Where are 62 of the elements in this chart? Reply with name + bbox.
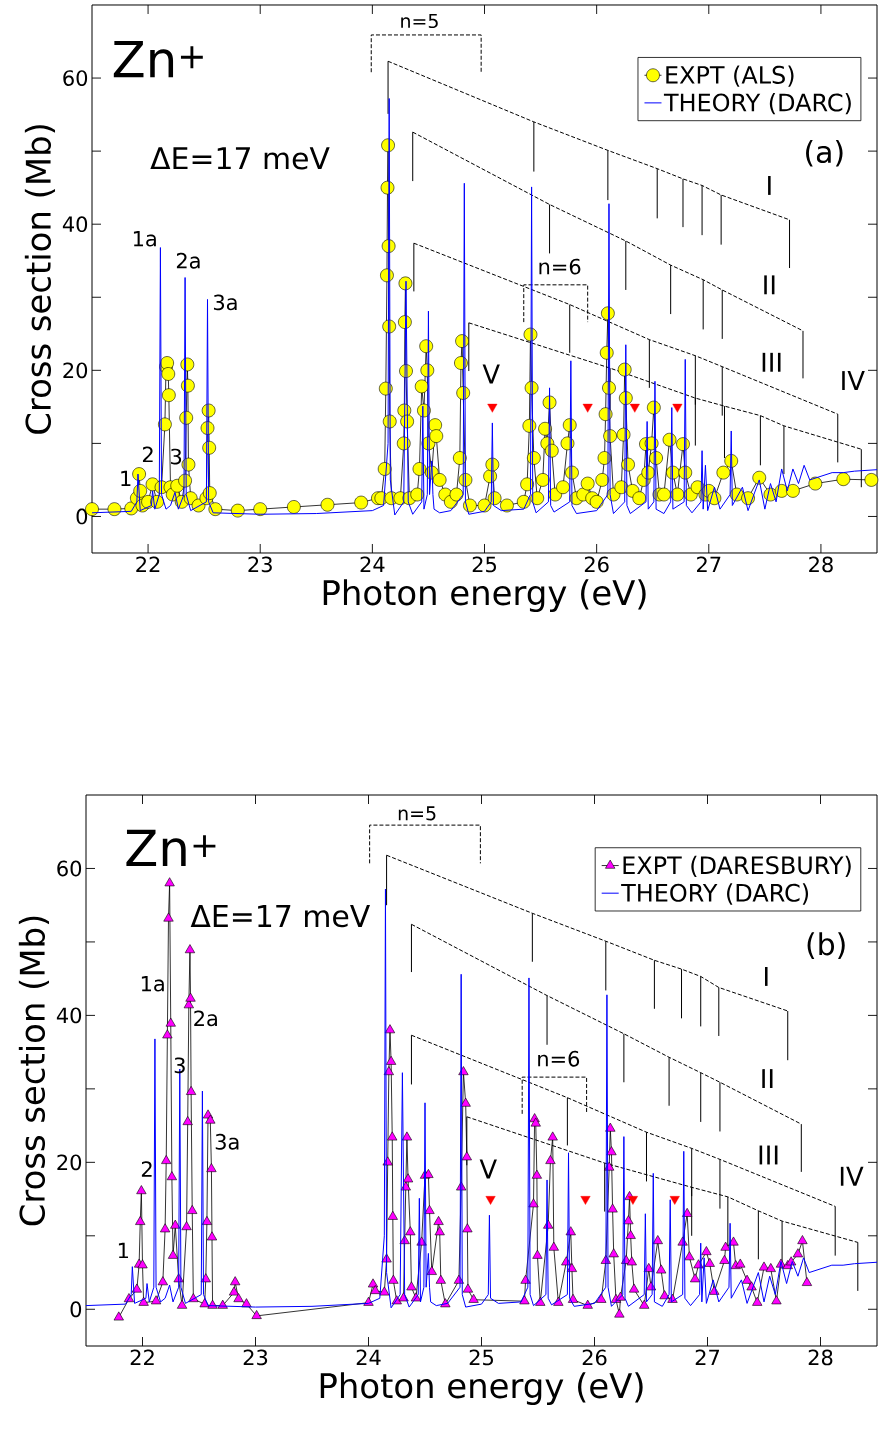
annotation: II [764,275,775,295]
annotation: n=6 [538,1050,580,1067]
annotation: I [764,967,768,986]
annotation: IV [842,371,865,390]
annotation: n=5 [401,14,438,29]
annotation: 3a [215,1133,239,1150]
annotation: 2 [141,1161,152,1177]
x-axis-title: Photon energy (eV) [323,579,646,612]
y-tick-label: 60 [57,860,82,877]
annotation: III [759,1145,778,1165]
annotation: (a) [806,140,843,167]
annotation: 1 [118,1242,129,1259]
legend-label: EXPT (DARESBURY) [623,855,851,878]
y-tick-label: 40 [56,1007,82,1024]
y-tick-label: 20 [63,362,88,379]
y-tick-label: 40 [62,216,88,233]
x-tick-label: 22 [130,1349,154,1366]
annotation: Zn$^{+}$ [126,829,216,867]
annotation: I [768,176,771,195]
annotation: 2a [176,252,200,269]
x-tick-label: 27 [695,1349,720,1366]
y-axis-title: Cross section (Mb) [18,916,50,1226]
x-tick-label: 25 [469,1349,493,1366]
x-tick-label: 24 [360,556,385,573]
x-tick-label: 26 [582,1349,607,1366]
annotation: 1 [121,470,131,487]
legend-label: THEORY (DARC) [621,883,809,905]
y-tick-label: 60 [63,70,88,86]
annotation: 2a [194,1010,217,1027]
annotation: IV [840,1166,864,1186]
annotation: 3 [171,448,182,465]
annotation: 1a [141,976,164,992]
x-tick-label: 24 [356,1349,381,1366]
x-tick-label: 23 [243,1349,268,1366]
annotation: V [479,1159,497,1179]
annotation: II [762,1069,773,1089]
annotation: 1a [133,231,156,247]
annotation: ΔE=17 meV [150,147,330,170]
annotation: Zn$^{+}$ [113,40,203,78]
annotation: 3a [213,294,237,311]
annotation: V [482,364,500,384]
x-tick-label: 28 [809,556,833,573]
annotation: ΔE=17 meV [190,905,370,928]
annotation: n=5 [398,806,436,821]
annotation: III [762,352,781,372]
x-tick-label: 22 [136,556,160,573]
x-tick-label: 28 [808,1349,833,1366]
annotation: n=6 [539,258,581,275]
annotation: (b) [807,932,845,959]
x-axis-title: Photon energy (eV) [320,1372,643,1405]
y-tick-label: 0 [70,1301,82,1318]
y-axis-title: Cross section (Mb) [24,125,56,434]
annotation: 2 [142,446,153,463]
x-tick-label: 25 [472,556,496,573]
y-tick-label: 0 [76,508,88,525]
x-tick-label: 27 [697,556,721,573]
y-tick-label: 20 [57,1154,82,1171]
x-tick-label: 23 [248,556,272,573]
legend-label: THEORY (DARC) [663,93,851,115]
annotation: 3 [174,1057,185,1074]
legend-label: EXPT (ALS) [666,65,794,87]
x-tick-label: 26 [584,556,609,573]
